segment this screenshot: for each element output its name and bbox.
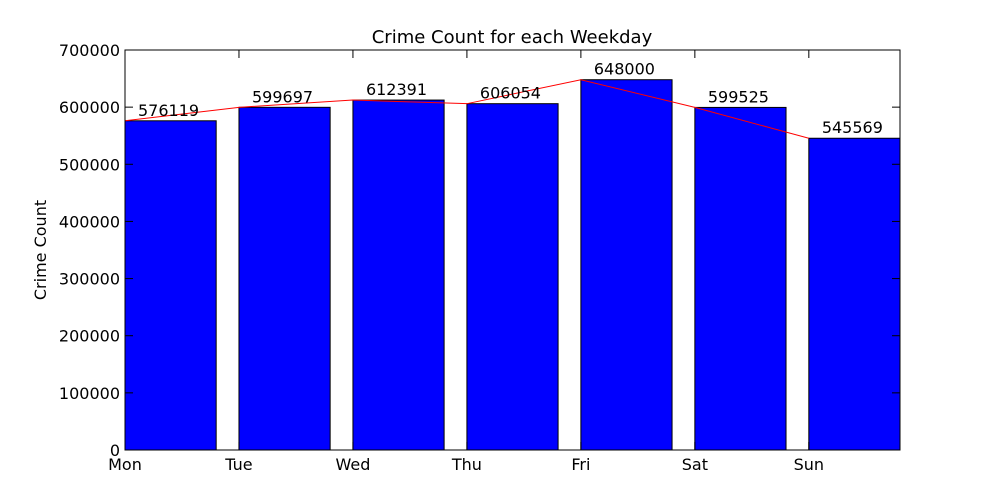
- x-tick-label-wed: Wed: [335, 455, 370, 474]
- y-tick-label: 700000: [59, 41, 120, 60]
- data-label-sun: 545569: [822, 118, 883, 137]
- data-label-wed: 612391: [366, 80, 427, 99]
- x-tick-label-sun: Sun: [794, 455, 824, 474]
- trend-line-layer: [124, 79, 809, 139]
- plot-frame: [124, 49, 901, 451]
- y-ticks: 0 100000 200000 300000 400000 500000 600000 700…: [59, 41, 900, 460]
- bar-fri: [580, 79, 673, 451]
- bar-wed: [352, 99, 445, 451]
- y-axis-label: Crime Count: [31, 200, 50, 300]
- bar-sat: [694, 106, 787, 451]
- x-tick-label-thu: Thu: [451, 455, 482, 474]
- trend-line: [124, 79, 809, 139]
- data-label-sat: 599525: [708, 87, 769, 106]
- y-tick-label: 200000: [59, 327, 120, 346]
- bar-sun: [808, 137, 901, 451]
- y-tick-label: 300000: [59, 270, 120, 289]
- bar-thu: [466, 103, 559, 451]
- data-labels-layer: 576119 599697 612391 606054 648000 599525 5455…: [138, 60, 883, 138]
- x-tick-label-fri: Fri: [571, 455, 590, 474]
- data-label-fri: 648000: [594, 60, 655, 79]
- bar-mon: [124, 120, 217, 451]
- data-label-mon: 576119: [138, 101, 199, 120]
- x-tick-label-mon: Mon: [108, 455, 142, 474]
- x-ticks: Mon Tue Wed Thu Fri Sat Sun: [108, 50, 824, 474]
- x-tick-label-sat: Sat: [682, 455, 708, 474]
- y-tick-label: 400000: [59, 212, 120, 231]
- y-tick-label: 600000: [59, 98, 120, 117]
- y-tick-label: 100000: [59, 384, 120, 403]
- bars-layer: [124, 79, 901, 451]
- data-label-thu: 606054: [480, 84, 541, 103]
- x-tick-label-tue: Tue: [224, 455, 252, 474]
- data-label-tue: 599697: [252, 87, 313, 106]
- y-tick-label: 500000: [59, 155, 120, 174]
- bar-tue: [238, 106, 331, 451]
- chart-title: Crime Count for each Weekday: [372, 27, 653, 48]
- y-tick-label: 0: [110, 441, 120, 460]
